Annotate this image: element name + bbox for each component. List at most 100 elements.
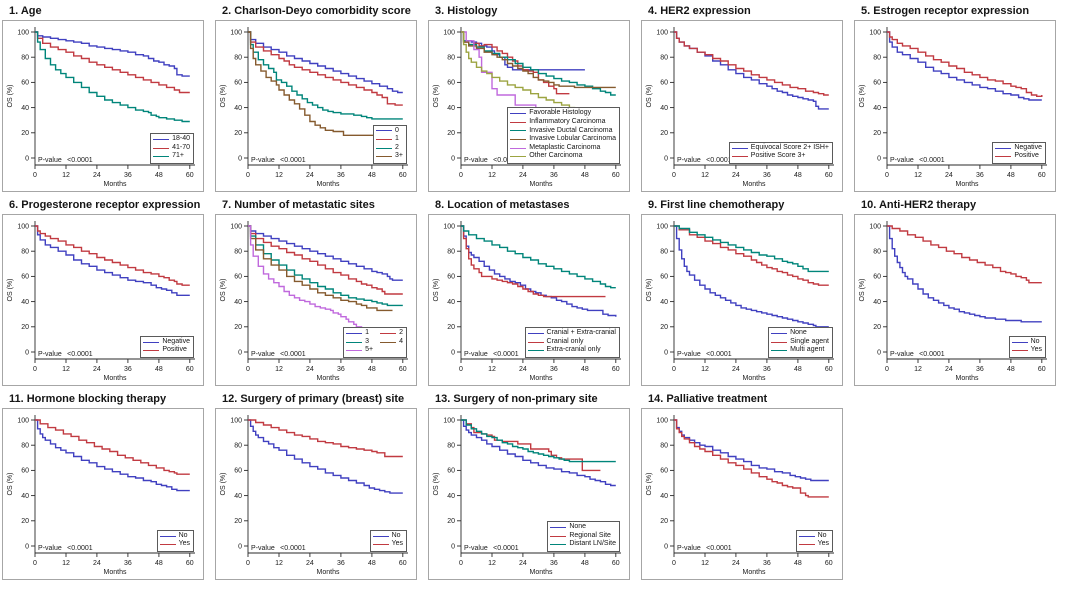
svg-text:40: 40 (660, 493, 668, 500)
km-panel-7: 7. Number of metastatic sites 0 20 40 60 80 10… (215, 196, 417, 386)
svg-text:40: 40 (660, 105, 668, 112)
km-plot: 0 20 40 60 80 100 0 12 24 36 48 60 OS (%) Months P-val… (859, 27, 1047, 188)
svg-text:24: 24 (732, 366, 740, 373)
svg-text:20: 20 (447, 130, 455, 137)
svg-text:60: 60 (612, 366, 620, 373)
svg-text:100: 100 (230, 417, 242, 424)
km-plot: 0 20 40 60 80 100 0 12 24 36 48 60 OS (%) Months P-val… (433, 27, 621, 188)
panel-title: 14. Palliative treatment (648, 393, 768, 405)
p-value-label: P-value <0.0001 (38, 545, 93, 552)
svg-text:40: 40 (447, 105, 455, 112)
svg-text:100: 100 (17, 417, 29, 424)
svg-text:20: 20 (873, 130, 881, 137)
svg-text:60: 60 (1038, 172, 1046, 179)
km-panel-14: 14. Palliative treatment 0 20 40 60 80 100 0 12 2… (641, 390, 843, 580)
km-curve (461, 225, 606, 298)
legend-line-swatch (995, 156, 1012, 158)
svg-text:24: 24 (306, 560, 314, 567)
x-axis-label: Months (317, 181, 340, 188)
legend-item: 18-40 (153, 135, 190, 144)
km-curve (887, 225, 1042, 323)
x-axis-label: Months (317, 375, 340, 382)
y-axis-label: OS (%) (433, 85, 440, 108)
svg-text:60: 60 (234, 468, 242, 475)
legend-line-swatch (153, 147, 170, 149)
x-axis-label: Months (530, 569, 553, 576)
plot-legend: Favorable Histology Inflammatory Carcinom… (507, 107, 620, 164)
svg-text:60: 60 (873, 274, 881, 281)
plot-legend: 18-40 41-70 71+ (150, 133, 194, 164)
legend-label: 71+ (172, 152, 184, 160)
svg-text:0: 0 (238, 155, 242, 162)
svg-text:48: 48 (581, 366, 589, 373)
svg-text:20: 20 (660, 518, 668, 525)
legend-line-swatch (380, 333, 397, 335)
svg-text:40: 40 (873, 299, 881, 306)
svg-text:60: 60 (21, 80, 29, 87)
legend-label: Regional Site (569, 531, 611, 539)
km-panel-10: 10. Anti-HER2 therapy 0 20 40 60 80 100 0 12 24 36… (854, 196, 1056, 386)
svg-text:60: 60 (447, 468, 455, 475)
svg-text:40: 40 (21, 493, 29, 500)
svg-text:60: 60 (660, 468, 668, 475)
svg-text:24: 24 (732, 172, 740, 179)
legend-line-swatch (510, 156, 527, 158)
y-axis-label: OS (%) (646, 279, 653, 302)
svg-text:80: 80 (873, 249, 881, 256)
km-panel-5: 5. Estrogen receptor expression 0 20 40 60 80… (854, 2, 1056, 192)
svg-text:100: 100 (17, 29, 29, 36)
legend-item: Negative (143, 338, 190, 347)
p-value-label: P-value <0.0001 (251, 351, 306, 358)
svg-text:24: 24 (732, 560, 740, 567)
legend-label: 2 (395, 143, 399, 151)
plot-area: 0 20 40 60 80 100 0 12 24 36 48 60 OS (%) Months P-val… (854, 214, 1056, 386)
svg-text:60: 60 (399, 172, 407, 179)
plot-legend: Equivocal Score 2+ ISH+ Positive Score 3+ (728, 141, 833, 164)
legend-line-swatch (346, 333, 363, 335)
plot-area: 0 20 40 60 80 100 0 12 24 36 48 60 OS (%) Months P-val… (641, 408, 843, 580)
panel-title: 5. Estrogen receptor expression (861, 5, 1030, 17)
svg-text:40: 40 (234, 299, 242, 306)
plot-legend: Negative Positive (992, 141, 1046, 164)
svg-text:48: 48 (794, 172, 802, 179)
legend-label: None (569, 523, 587, 531)
svg-text:36: 36 (976, 172, 984, 179)
svg-text:0: 0 (25, 155, 29, 162)
svg-text:40: 40 (234, 493, 242, 500)
svg-text:24: 24 (945, 366, 953, 373)
y-axis-label: OS (%) (220, 85, 227, 108)
km-panel-4: 4. HER2 expression 0 20 40 60 80 100 0 12 24 36 48 6… (641, 2, 843, 192)
p-value-label: P-value <0.0001 (677, 351, 732, 358)
svg-text:48: 48 (368, 560, 376, 567)
svg-text:0: 0 (33, 172, 37, 179)
svg-text:36: 36 (337, 366, 345, 373)
legend-item: Yes (1011, 346, 1042, 355)
km-curve (248, 419, 403, 458)
svg-text:100: 100 (230, 29, 242, 36)
legend-line-swatch (372, 535, 389, 537)
km-figure: 1. Age 0 20 40 60 80 100 0 12 24 36 48 60 OS (%) Month… (2, 2, 1056, 580)
km-plot: 0 20 40 60 80 100 0 12 24 36 48 60 OS (%) Months P-val… (646, 27, 834, 188)
plot-area: 0 20 40 60 80 100 0 12 24 36 48 60 OS (%) Months P-val… (641, 20, 843, 192)
km-panel-11: 11. Hormone blocking therapy 0 20 40 60 80 100… (2, 390, 204, 580)
svg-text:0: 0 (238, 543, 242, 550)
legend-item: No (372, 532, 403, 541)
legend-label: 1 (365, 329, 370, 337)
km-curve (35, 31, 190, 123)
plot-area: 0 20 40 60 80 100 0 12 24 36 48 60 OS (%) Months P-val… (215, 20, 417, 192)
legend-label: Yes (1030, 346, 1042, 354)
legend-line-swatch (510, 121, 527, 123)
svg-text:0: 0 (451, 543, 455, 550)
svg-text:60: 60 (234, 80, 242, 87)
legend-line-swatch (153, 139, 170, 141)
svg-text:60: 60 (447, 274, 455, 281)
legend-label: Positive (162, 346, 187, 354)
legend-item: None (550, 523, 616, 532)
svg-text:0: 0 (246, 172, 250, 179)
panel-title: 11. Hormone blocking therapy (9, 393, 167, 405)
legend-item: Positive (143, 346, 190, 355)
svg-text:12: 12 (488, 172, 496, 179)
svg-text:60: 60 (660, 274, 668, 281)
svg-text:36: 36 (124, 560, 132, 567)
legend-label: Invasive Lobular Carcinoma (529, 135, 616, 143)
